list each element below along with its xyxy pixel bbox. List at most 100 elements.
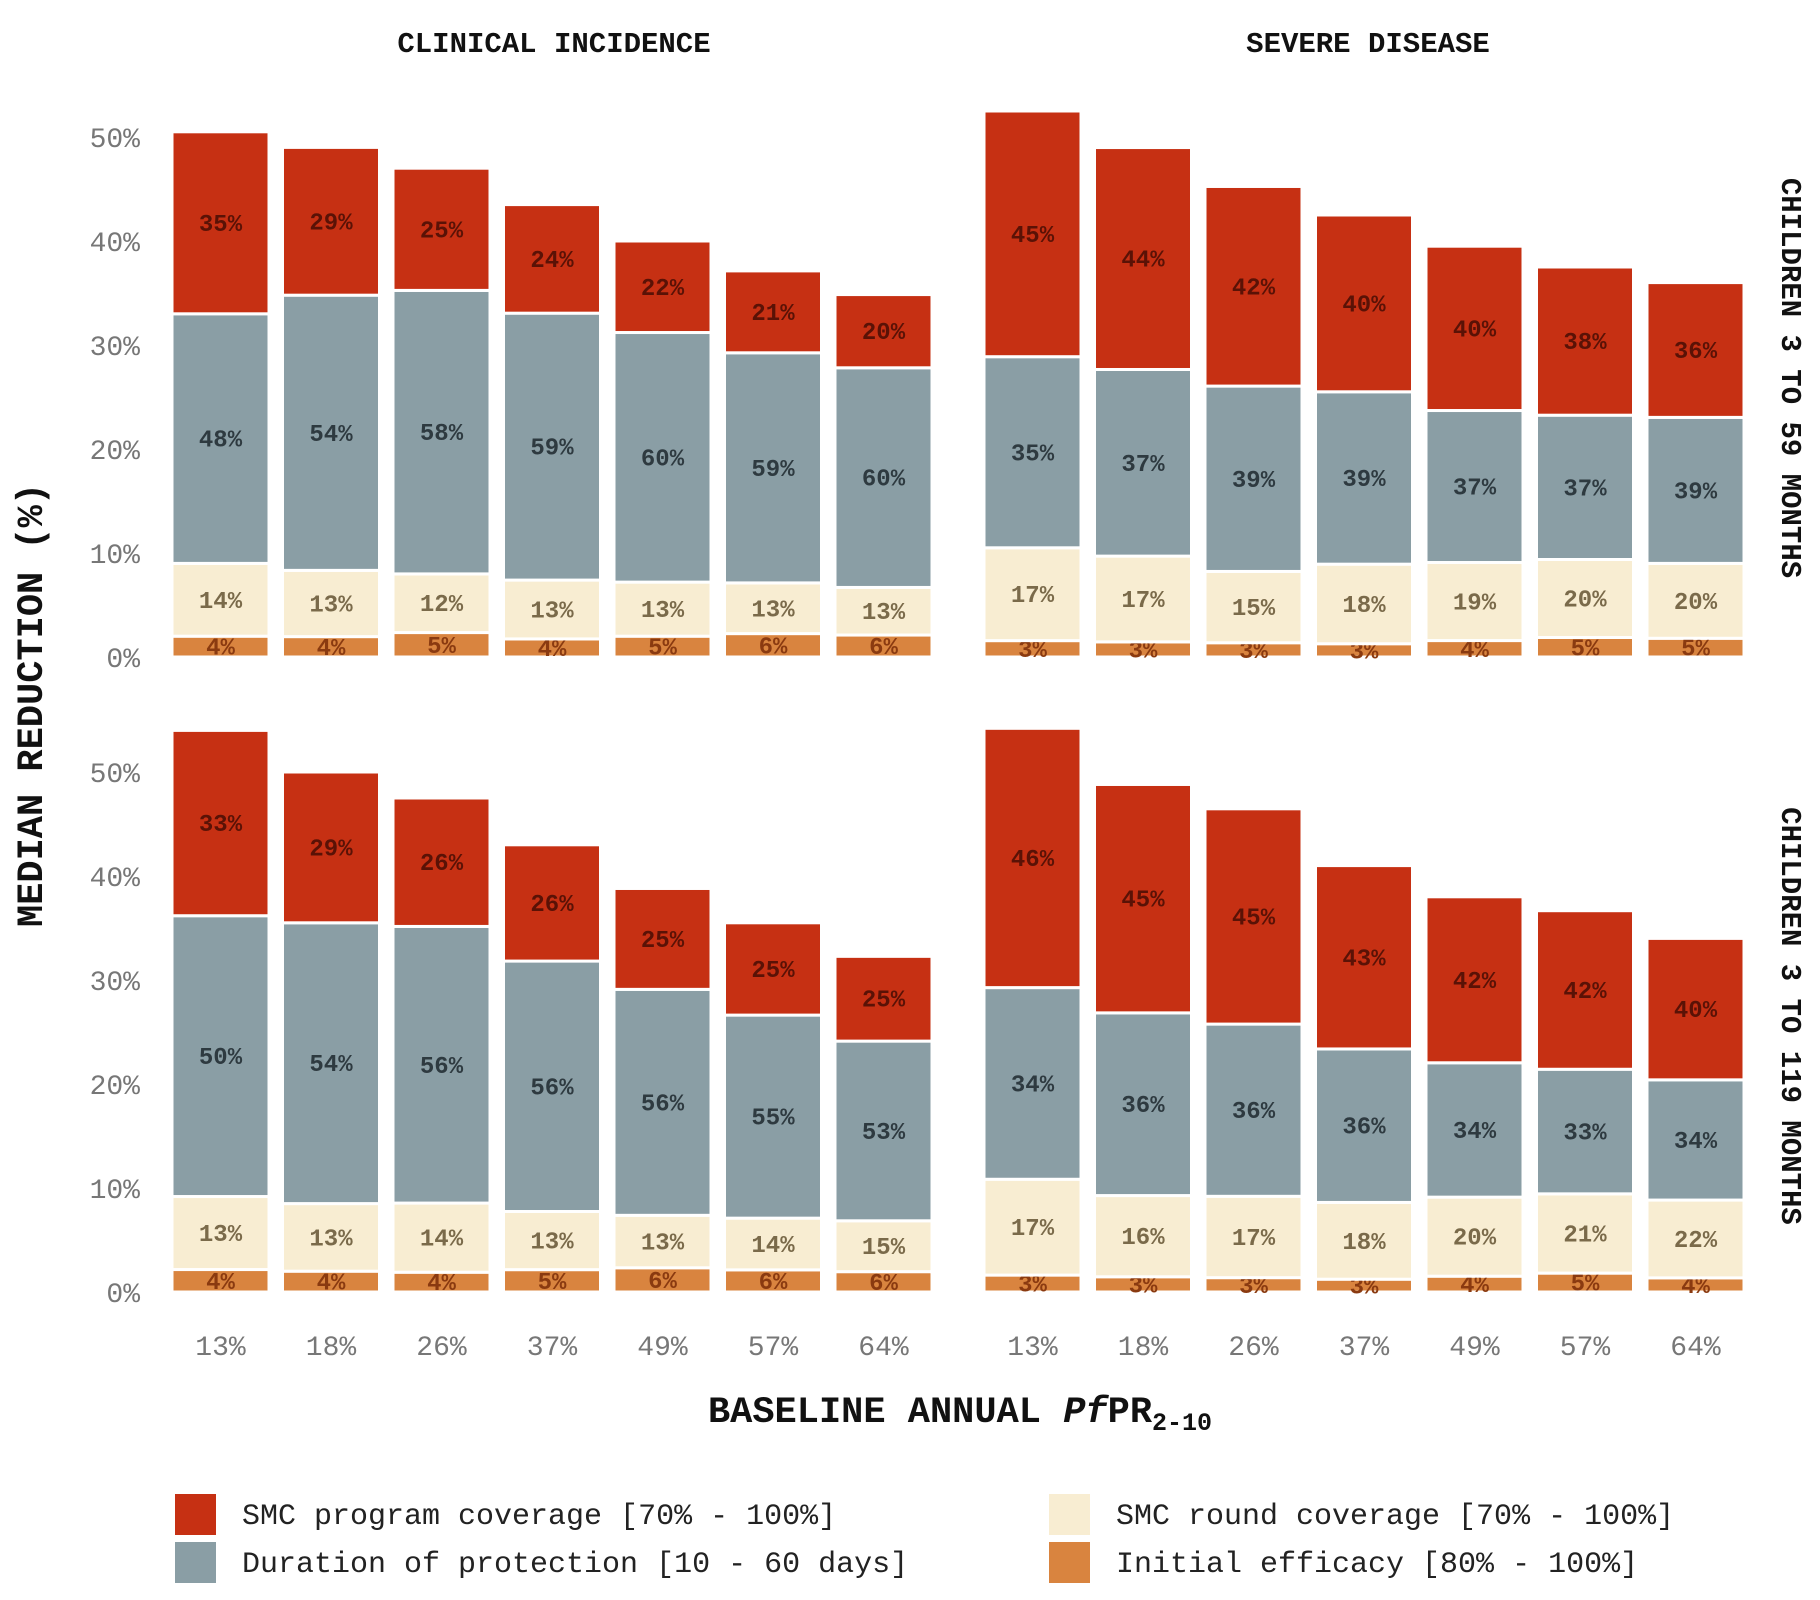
legend-label-efficacy: Initial efficacy [80% - 100%]: [1116, 1548, 1638, 1582]
data-label-duration: 59%: [751, 457, 795, 484]
data-label-efficacy: 6%: [869, 635, 898, 662]
data-label-efficacy: 4%: [427, 1271, 456, 1298]
data-label-duration: 56%: [420, 1054, 464, 1081]
y-tick-label: 0%: [106, 645, 140, 676]
bar-segment-duration: [1314, 1047, 1414, 1204]
data-label-round: 19%: [1453, 591, 1497, 618]
bar-segment-duration: [281, 293, 381, 572]
data-label-duration: 34%: [1453, 1119, 1497, 1146]
y-tick-label: 50%: [90, 760, 141, 791]
panel-4: 3%17%34%46%3%16%36%45%3%17%36%45%3%18%36…: [982, 726, 1746, 1302]
y-tick-label: 40%: [90, 229, 141, 260]
bar-segment-duration: [1535, 1067, 1635, 1196]
data-label-round: 20%: [1563, 588, 1607, 615]
data-label-round: 14%: [199, 589, 243, 616]
data-label-duration: 35%: [1011, 441, 1055, 468]
data-label-duration: 54%: [309, 1052, 353, 1079]
data-label-efficacy: 5%: [427, 634, 456, 661]
bar-segment-round: [391, 572, 492, 635]
bar-segment-program: [1093, 146, 1193, 371]
data-label-duration: 50%: [199, 1045, 243, 1072]
x-tick-label: 57%: [748, 1333, 799, 1364]
data-label-program: 20%: [862, 320, 906, 347]
bar-segment-program: [723, 269, 823, 355]
bar-segment-round: [1645, 561, 1746, 640]
x-tick-label: 37%: [527, 1333, 578, 1364]
legend-label-duration: Duration of protection [10 - 60 days]: [242, 1548, 908, 1582]
data-label-program: 40%: [1674, 998, 1718, 1025]
data-label-efficacy: 4%: [1460, 638, 1489, 665]
data-label-duration: 39%: [1674, 479, 1718, 506]
data-label-round: 13%: [641, 1231, 685, 1258]
bar-segment-round: [1535, 1192, 1635, 1275]
y-tick-label: 50%: [90, 125, 141, 156]
bar-segment-round: [281, 1202, 381, 1273]
bar-segment-program: [1535, 909, 1635, 1071]
legend-swatch-efficacy: [1049, 1542, 1090, 1583]
data-label-program: 25%: [862, 988, 906, 1015]
bar-segment-round: [612, 1213, 713, 1270]
bar-segment-duration: [1535, 413, 1635, 562]
data-label-efficacy: 4%: [538, 637, 567, 664]
bar-segment-program: [391, 166, 492, 292]
bar-segment-round: [612, 580, 713, 638]
data-label-duration: 34%: [1011, 1072, 1055, 1099]
x-tick-label: 49%: [1449, 1333, 1500, 1364]
legend-swatch-duration: [175, 1542, 216, 1583]
data-label-round: 13%: [641, 598, 685, 625]
bar-segment-program: [1314, 213, 1414, 394]
data-label-program: 21%: [751, 301, 795, 328]
bar-segment-duration: [833, 366, 934, 589]
data-label-program: 40%: [1342, 292, 1386, 319]
data-label-program: 45%: [1232, 905, 1276, 932]
bar-segment-duration: [723, 1013, 823, 1220]
data-label-efficacy: 5%: [1681, 637, 1710, 664]
bar-segment-program: [170, 728, 271, 918]
data-label-efficacy: 6%: [648, 1269, 677, 1296]
x-tick-label: 26%: [1228, 1333, 1279, 1364]
bar-segment-program: [1314, 864, 1414, 1051]
data-label-duration: 36%: [1342, 1115, 1386, 1142]
data-label-round: 17%: [1011, 1216, 1055, 1243]
row-title-bottom: CHILDREN 3 TO 119 MONTHS: [1773, 807, 1806, 1225]
data-label-efficacy: 5%: [538, 1270, 567, 1297]
data-label-round: 17%: [1011, 583, 1055, 610]
x-tick-label: 57%: [1560, 1333, 1611, 1364]
bar-segment-program: [1203, 807, 1304, 1026]
legend-swatch-program: [175, 1494, 216, 1535]
bar-segment-round: [1424, 561, 1525, 643]
bar-segment-program: [833, 954, 934, 1043]
data-label-program: 42%: [1563, 979, 1607, 1006]
data-label-program: 38%: [1563, 330, 1607, 357]
bar-segment-duration: [391, 924, 492, 1205]
column-title-severe: SEVERE DISEASE: [1246, 28, 1490, 61]
x-tick-label: 37%: [1339, 1333, 1390, 1364]
y-tick-label: 10%: [90, 541, 141, 572]
x-tick-label: 18%: [306, 1333, 357, 1364]
data-label-efficacy: 4%: [206, 636, 235, 663]
panels-group: 0% 10% 20% 30% 40% 50% 4% 14% 48% 35% 4% 13% 54% 29% 5…: [90, 109, 1746, 1311]
data-label-program: 26%: [420, 851, 464, 878]
data-label-program: 46%: [1011, 847, 1055, 874]
bar-segment-program: [281, 145, 381, 297]
data-label-round: 20%: [1674, 590, 1718, 617]
data-label-round: 17%: [1232, 1226, 1276, 1253]
data-label-program: 25%: [751, 958, 795, 985]
data-label-duration: 54%: [309, 422, 353, 449]
bar-segment-program: [1203, 184, 1304, 388]
bar-segment-duration: [281, 921, 381, 1206]
data-label-efficacy: 3%: [1018, 638, 1047, 665]
data-label-duration: 58%: [420, 421, 464, 448]
data-label-program: 42%: [1232, 275, 1276, 302]
data-label-round: 13%: [751, 597, 795, 624]
data-label-efficacy: 5%: [1571, 1272, 1600, 1299]
bar-segment-duration: [391, 288, 492, 576]
bar-segment-duration: [1203, 384, 1304, 573]
data-label-efficacy: 6%: [869, 1271, 898, 1298]
y-tick-label: 30%: [90, 333, 141, 364]
bar-segment-round: [833, 1219, 934, 1274]
data-label-round: 13%: [199, 1222, 243, 1249]
bar-segment-duration: [170, 914, 271, 1199]
data-label-duration: 34%: [1674, 1129, 1718, 1156]
bar-segment-duration: [833, 1039, 934, 1223]
